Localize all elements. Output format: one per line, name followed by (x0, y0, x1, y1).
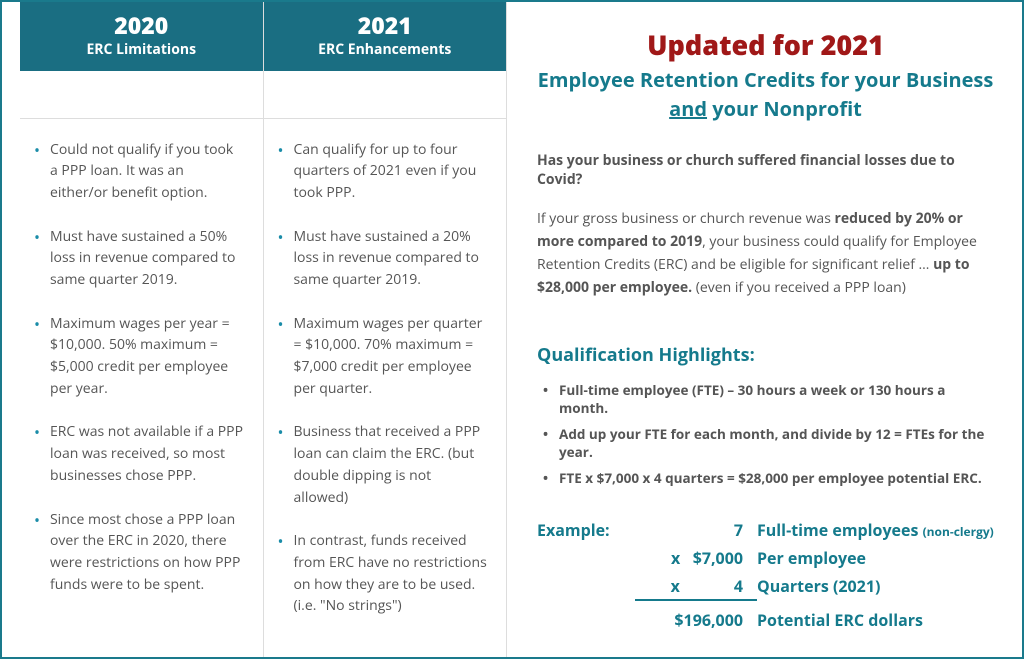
calc-num: x 4 (635, 575, 757, 601)
list-item: FTE x $7,000 x 4 quarters = $28,000 per … (543, 469, 994, 487)
comparison-table: 2020 ERC Limitations 2021 ERC Enhancemen… (2, 2, 507, 657)
list-item: ERC was not available if a PPP loan was … (34, 421, 245, 486)
updated-heading: Updated for 2021 (537, 26, 994, 63)
calc-num: x $7,000 (635, 547, 757, 569)
list-item: Maximum wages per quarter = $10,000. 70%… (278, 313, 489, 400)
example-calc: Example: 7 Full-time employees (non-cler… (537, 519, 994, 631)
calc-total: $196,000 (635, 609, 757, 631)
calc-desc: Quarters (2021) (757, 575, 994, 597)
list-item: Add up your FTE for each month, and divi… (543, 425, 994, 461)
list-item: Can qualify for up to four quarters of 2… (278, 139, 489, 204)
qualification-heading: Qualification Highlights: (537, 343, 994, 367)
table-body: Could not qualify if you took a PPP loan… (20, 119, 506, 657)
col-2020-header: 2020 ERC Limitations (20, 2, 264, 71)
list-item: In contrast, funds received from ERC hav… (278, 530, 489, 617)
col-2020-body: Could not qualify if you took a PPP loan… (20, 119, 264, 657)
table-header-row: 2020 ERC Limitations 2021 ERC Enhancemen… (20, 2, 506, 71)
list-item: Business that received a PPP loan can cl… (278, 421, 489, 508)
lede-question: Has your business or church suffered fin… (537, 151, 994, 189)
qualification-list: Full-time employee (FTE) – 30 hours a we… (543, 381, 994, 487)
col-2021-sub: ERC Enhancements (270, 40, 501, 59)
calc-desc: Potential ERC dollars (757, 609, 994, 631)
intro-paragraph: If your gross business or church revenue… (537, 207, 994, 299)
calc-desc: Full-time employees (non-clergy) (757, 519, 994, 541)
list-item: Since most chose a PPP loan over the ERC… (34, 509, 245, 596)
col-2021-body: Can qualify for up to four quarters of 2… (264, 119, 507, 657)
col-2020-sub: ERC Limitations (26, 40, 257, 59)
col-2021-year: 2021 (270, 12, 501, 40)
list-item: Full-time employee (FTE) – 30 hours a we… (543, 381, 994, 417)
col-2021-header: 2021 ERC Enhancements (264, 2, 507, 71)
list-item: Must have sustained a 50% loss in revenu… (34, 226, 245, 291)
list-item: Must have sustained a 20% loss in revenu… (278, 226, 489, 291)
example-label: Example: (537, 519, 635, 541)
col-2020-year: 2020 (26, 12, 257, 40)
list-item: Maximum wages per year = $10,000. 50% ma… (34, 313, 245, 400)
subtitle: Employee Retention Credits for your Busi… (537, 65, 994, 123)
main-content: Updated for 2021 Employee Retention Cred… (507, 2, 1022, 657)
calc-desc: Per employee (757, 547, 994, 569)
bullets-2021: Can qualify for up to four quarters of 2… (278, 139, 489, 617)
bullets-2020: Could not qualify if you took a PPP loan… (34, 139, 245, 596)
list-item: Could not qualify if you took a PPP loan… (34, 139, 245, 204)
table-spacer (20, 71, 506, 119)
calc-num: 7 (635, 519, 757, 541)
